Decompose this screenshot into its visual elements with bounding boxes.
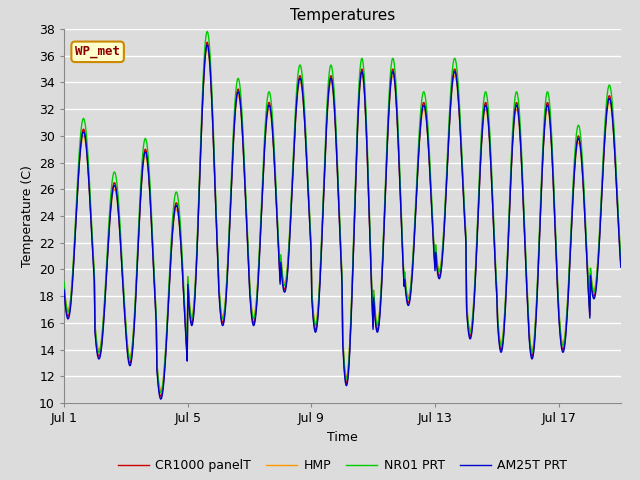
AM25T PRT <box>60 287 68 292</box>
HMP <box>617 257 625 263</box>
NR01 PRT <box>60 279 68 285</box>
CR1000 panelT <box>264 103 272 108</box>
NR01 PRT <box>264 92 272 98</box>
Text: WP_met: WP_met <box>75 45 120 59</box>
CR1000 panelT <box>60 284 68 289</box>
AM25T PRT <box>294 88 301 94</box>
AM25T PRT <box>377 299 385 305</box>
HMP <box>157 387 164 393</box>
AM25T PRT <box>264 106 272 111</box>
Line: CR1000 panelT: CR1000 panelT <box>64 42 621 396</box>
CR1000 panelT <box>204 39 211 45</box>
NR01 PRT <box>192 274 200 280</box>
NR01 PRT <box>80 116 88 122</box>
CR1000 panelT <box>617 262 625 267</box>
HMP <box>80 133 88 139</box>
AM25T PRT <box>192 282 200 288</box>
HMP <box>192 274 200 280</box>
CR1000 panelT <box>80 127 88 132</box>
NR01 PRT <box>377 291 385 297</box>
CR1000 panelT <box>294 86 301 92</box>
NR01 PRT <box>617 257 625 263</box>
CR1000 panelT <box>192 279 200 285</box>
AM25T PRT <box>511 108 519 114</box>
Title: Temperatures: Temperatures <box>290 9 395 24</box>
Line: NR01 PRT: NR01 PRT <box>64 32 621 393</box>
CR1000 panelT <box>157 394 164 399</box>
HMP <box>264 109 272 115</box>
Line: AM25T PRT: AM25T PRT <box>64 45 621 399</box>
NR01 PRT <box>157 390 164 396</box>
NR01 PRT <box>294 75 301 81</box>
AM25T PRT <box>617 264 625 270</box>
Line: HMP: HMP <box>64 49 621 390</box>
HMP <box>60 279 68 285</box>
CR1000 panelT <box>511 106 519 111</box>
NR01 PRT <box>204 29 211 35</box>
X-axis label: Time: Time <box>327 431 358 444</box>
AM25T PRT <box>80 130 88 135</box>
AM25T PRT <box>157 396 164 402</box>
HMP <box>294 92 301 97</box>
HMP <box>204 46 211 52</box>
Y-axis label: Temperature (C): Temperature (C) <box>20 165 33 267</box>
HMP <box>511 112 519 118</box>
NR01 PRT <box>511 95 519 101</box>
CR1000 panelT <box>377 296 385 302</box>
HMP <box>377 291 385 297</box>
AM25T PRT <box>204 42 211 48</box>
Legend: CR1000 panelT, HMP, NR01 PRT, AM25T PRT: CR1000 panelT, HMP, NR01 PRT, AM25T PRT <box>113 455 572 478</box>
